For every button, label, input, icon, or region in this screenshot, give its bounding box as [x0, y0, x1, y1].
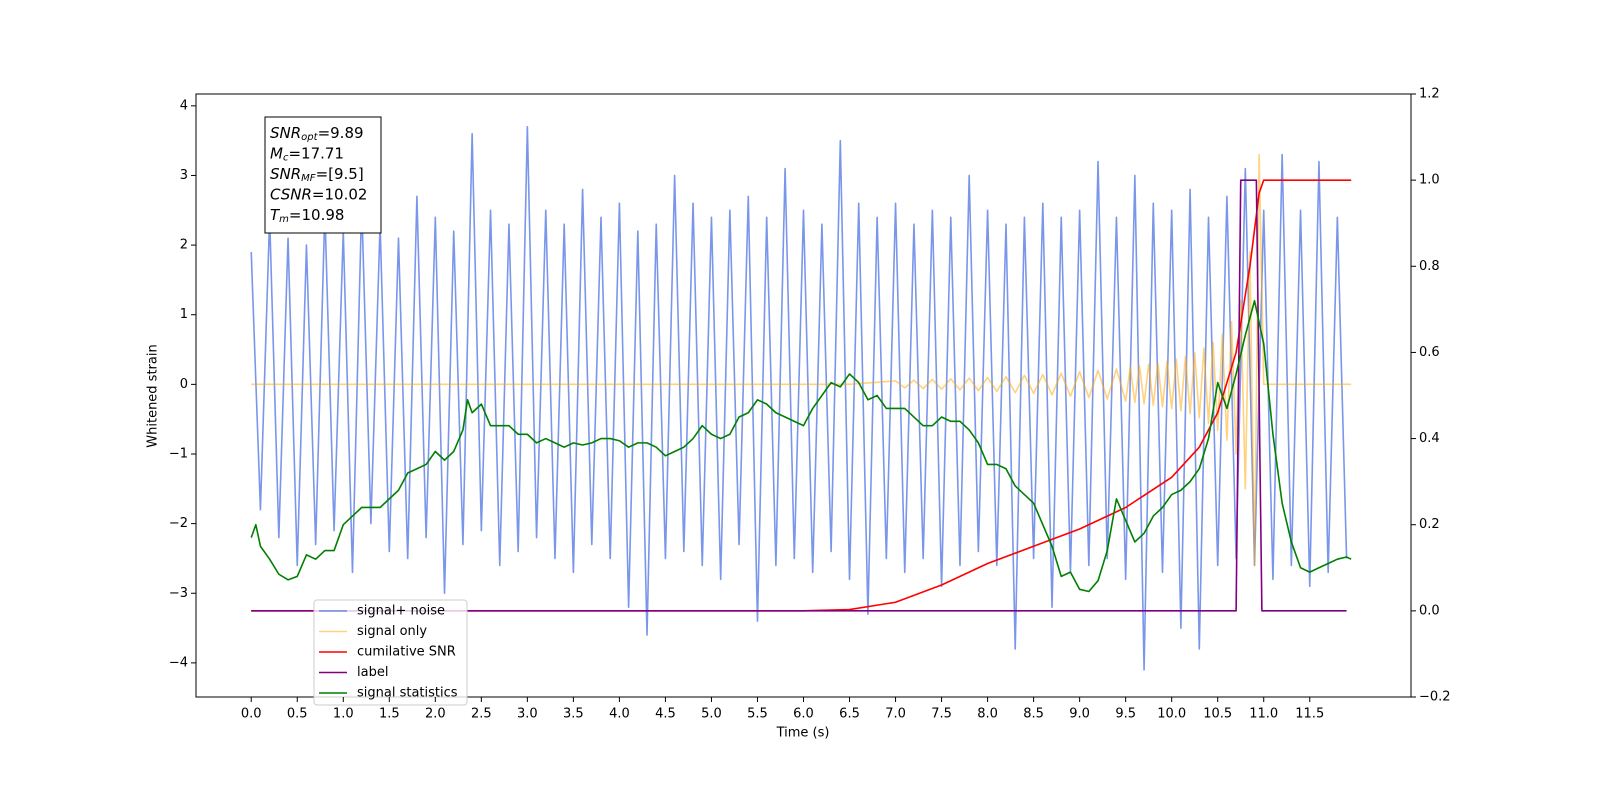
annotation-box: SNRopt=9.89Mc=17.71SNRMF=[9.5]CSNR=10.02…: [264, 116, 382, 234]
y2-tick-label: 0.8: [1419, 259, 1440, 274]
legend-label: signal+ noise: [357, 604, 445, 619]
series-line: [251, 153, 1352, 567]
y-tick-label: −1: [169, 446, 188, 461]
y-tick-label: 1: [180, 307, 188, 322]
x-tick-label: 9.5: [1115, 707, 1136, 722]
annotation-line: Mc=17.71: [270, 144, 344, 164]
y2-tick-label: 0.0: [1419, 603, 1440, 618]
y-tick-label: 4: [180, 98, 188, 113]
legend-label: signal statistics: [357, 686, 458, 701]
x-tick-label: 10.0: [1157, 707, 1186, 722]
y-tick-label: −2: [169, 516, 188, 531]
y-tick-label: −3: [169, 586, 188, 601]
annotation-line: CSNR=10.02: [270, 185, 367, 203]
annotation-symbol: SNR: [270, 165, 301, 183]
x-tick-label: 3.0: [517, 707, 538, 722]
x-tick-label: 8.5: [1023, 707, 1044, 722]
y2-tick-label: 1.2: [1419, 87, 1440, 102]
x-tick-label: 6.0: [793, 707, 814, 722]
plot-area: [250, 125, 1352, 671]
x-tick-label: 7.5: [931, 707, 952, 722]
annotation-frame: [264, 116, 382, 234]
series-line: [251, 179, 1347, 612]
x-axis-label: Time (s): [776, 726, 830, 741]
y2-tick-label: 1.0: [1419, 173, 1440, 188]
annotation-symbol: M: [270, 144, 283, 162]
x-tick-label: 7.0: [885, 707, 906, 722]
legend-label: label: [357, 665, 388, 680]
legend-label: cumilative SNR: [357, 645, 456, 660]
x-tick-label: 4.0: [609, 707, 630, 722]
x-tick-label: 11.0: [1249, 707, 1278, 722]
annotation-subscript: c: [283, 153, 289, 164]
legend-label: signal only: [357, 624, 427, 639]
y-tick-label: −4: [169, 655, 188, 670]
y2-tick-label: −0.2: [1419, 690, 1451, 705]
x-tick-label: 2.5: [471, 707, 492, 722]
annotation-value: =17.71: [288, 144, 344, 162]
y-tick-label: 0: [180, 377, 188, 392]
annotation-symbol: SNR: [270, 124, 301, 142]
annotation-value: =10.98: [289, 206, 345, 224]
series-line: [251, 179, 1352, 612]
y-tick-label: 2: [180, 238, 188, 253]
annotation-line: Tm=10.98: [270, 206, 344, 226]
annotation-value: =10.02: [312, 185, 368, 203]
legend: signal+ noise signal only cumilative SNR la…: [313, 599, 468, 706]
x-tick-label: 4.5: [655, 707, 676, 722]
x-tick-label: 1.5: [379, 707, 400, 722]
annotation-symbol: CSNR: [270, 185, 312, 203]
y-axis-label: Whitened strain: [146, 344, 161, 447]
x-tick-label: 6.5: [839, 707, 860, 722]
annotation-subscript: opt: [301, 132, 318, 143]
x-tick-label: 5.0: [701, 707, 722, 722]
x-tick-label: 1.0: [333, 707, 354, 722]
annotation-symbol: T: [270, 206, 281, 224]
x-tick-label: 3.5: [563, 707, 584, 722]
series-line: [250, 299, 1352, 593]
annotation-value: =9.89: [318, 124, 364, 142]
annotation-line: SNRopt=9.89: [270, 124, 364, 144]
x-tick-label: 9.0: [1069, 707, 1090, 722]
annotation-line: SNRMF=[9.5]: [270, 165, 364, 185]
x-tick-label: 0.0: [241, 707, 262, 722]
annotation-value: =[9.5]: [316, 165, 364, 183]
y-tick-label: 3: [180, 168, 188, 183]
x-tick-label: 5.5: [747, 707, 768, 722]
x-tick-label: 10.5: [1203, 707, 1232, 722]
y2-tick-label: 0.6: [1419, 345, 1440, 360]
x-tick-label: 8.0: [977, 707, 998, 722]
annotation-subscript: MF: [301, 173, 316, 184]
x-tick-label: 0.5: [287, 707, 308, 722]
y2-tick-label: 0.4: [1419, 431, 1440, 446]
y2-tick-label: 0.2: [1419, 517, 1440, 532]
x-tick-label: 2.0: [425, 707, 446, 722]
legend-frame: [313, 599, 468, 706]
annotation-subscript: m: [279, 214, 289, 225]
x-tick-label: 11.5: [1295, 707, 1324, 722]
